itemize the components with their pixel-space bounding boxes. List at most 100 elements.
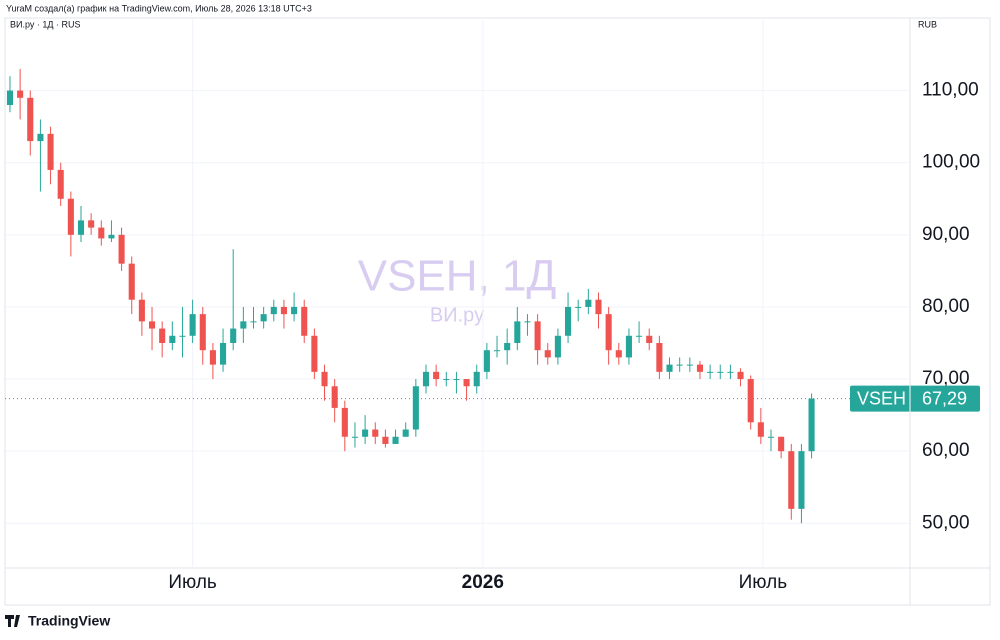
candle-body [189,314,196,336]
candle-body [392,436,399,444]
candle-body [17,90,24,98]
candle-body [98,227,105,239]
candle-body [625,335,632,358]
candle-body [747,379,754,423]
candles [6,68,815,524]
candle-body [351,436,359,438]
candle-body [260,314,267,322]
candle-body [128,263,135,300]
x-tick-label: Июль [168,572,217,593]
candle-body [88,220,95,228]
symbol-info: ВИ.ру · 1Д · RUS [10,19,80,29]
candle-body [138,299,145,322]
candle-body [717,371,724,373]
candle-body [291,306,298,315]
candle-body [270,306,277,315]
candle-body [382,436,389,444]
candle-body [636,335,643,337]
y-tick-label: 60,00 [922,440,970,461]
candle-body [666,364,673,372]
candle-body [443,379,450,381]
candle-body [148,321,156,329]
candle-body [27,97,34,142]
candle-body [575,306,582,308]
candle-body [311,335,318,372]
candle-body [433,371,440,380]
candle-body [67,198,74,235]
candle-body [463,379,470,387]
candle-body [737,371,744,380]
candle-body [240,321,247,329]
candle-body [453,379,460,381]
candle-body [402,429,409,437]
y-tick-label: 80,00 [922,296,970,317]
candle-body [544,350,551,358]
candle-body [412,386,419,430]
candle-body [209,350,216,365]
watermark-title: VSEH, 1Д [358,252,557,301]
candle-body [57,169,64,199]
candle-body [646,335,653,343]
candle-body [108,234,115,239]
candle-body [757,422,764,437]
candle-body [534,321,541,351]
candle-body [230,328,237,343]
candle-body [595,299,602,315]
candle-body [362,429,369,437]
candle-body [727,371,734,373]
candle-body [554,335,561,358]
candle-body [372,429,379,437]
chart-frame [4,17,991,606]
y-tick-label: 50,00 [922,512,970,533]
last-price-label: 67,29 [922,388,967,408]
candle-body [788,451,795,509]
candle-body [321,371,328,387]
candle-body [615,350,622,358]
candle-body [77,220,85,235]
candle-body [341,407,348,437]
candle-body [199,314,206,351]
footer-text: TradingView [28,613,110,629]
y-tick-label: 100,00 [922,152,980,173]
candle-body [331,386,338,408]
y-tick-label: 90,00 [922,224,970,245]
candle-body [565,306,572,336]
candle-body [179,335,186,337]
watermark-subtitle: ВИ.ру [430,304,484,326]
candle-body [514,321,521,343]
header-text: YuraM создал(а) график на TradingView.co… [6,3,312,13]
candle-body [118,234,125,264]
candle-body [767,436,775,438]
candle-body [250,321,257,323]
candle-body [473,371,480,387]
candle-body [676,364,683,366]
x-tick-label: 2026 [462,572,504,593]
candle-body [798,451,805,509]
y-tick-label: 110,00 [922,80,979,101]
candle-body [707,371,714,373]
logo: TradingView [5,613,110,629]
candle-body [280,306,287,315]
candle-body [37,133,44,142]
candle-body [585,299,592,307]
x-tick-label: Июль [739,572,788,593]
candle-body [6,90,14,106]
last-price-name: VSEH [857,388,906,408]
y-tick-label: 70,00 [922,368,970,389]
candle-body [422,371,430,387]
candle-body [504,342,511,351]
candle-body [47,133,54,170]
candle-body [220,342,227,365]
candle-body [686,364,693,366]
candle-body [808,398,815,452]
candle-body [696,364,704,372]
candle-body [301,306,308,336]
last-price-tag [850,385,980,412]
currency: RUB [918,19,937,29]
candle-body [656,342,663,372]
candle-body [493,350,501,352]
candle-body [159,328,166,343]
candle-body [524,321,531,323]
candle-body [483,350,490,372]
